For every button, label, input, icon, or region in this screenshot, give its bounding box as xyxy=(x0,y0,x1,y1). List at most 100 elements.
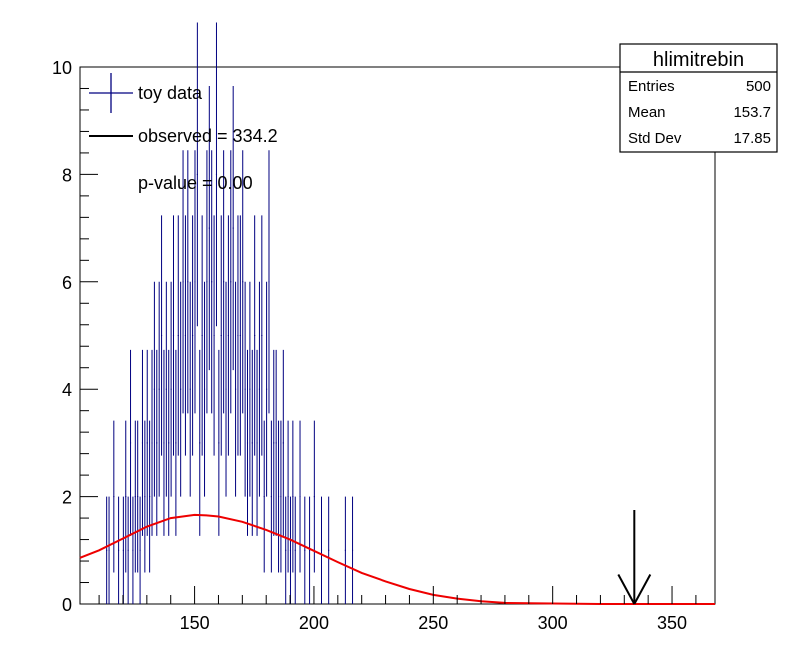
histogram-bin xyxy=(309,496,311,604)
histogram-bin xyxy=(137,420,139,573)
histogram-bin xyxy=(125,420,127,573)
histogram-bin xyxy=(239,215,241,456)
histogram-bin xyxy=(328,496,330,604)
fit-curve-line xyxy=(79,513,715,605)
histogram-bin xyxy=(177,215,179,456)
observed-marker xyxy=(617,510,652,605)
y-tick-label: 6 xyxy=(62,273,72,293)
histogram-bin xyxy=(180,281,182,497)
histogram-bin xyxy=(232,86,234,371)
toy-data-histogram xyxy=(106,22,354,604)
histogram-bin xyxy=(218,349,220,536)
histogram-bin xyxy=(211,150,213,414)
histogram-bin xyxy=(237,215,239,456)
histogram-bin xyxy=(242,150,244,414)
histogram-bin xyxy=(313,420,315,573)
histogram-bin xyxy=(189,281,191,497)
legend-label: p-value = 0.00 xyxy=(138,173,253,193)
histogram-bin xyxy=(227,215,229,456)
histogram-bin xyxy=(113,420,115,573)
histogram-bin xyxy=(294,496,296,604)
stats-label-mean: Mean xyxy=(628,104,666,121)
histogram-bin xyxy=(201,215,203,456)
histogram-bin xyxy=(163,349,165,536)
histogram-bin xyxy=(256,349,258,536)
stats-box-border xyxy=(619,43,778,153)
histogram-bin xyxy=(153,281,155,497)
histogram-bin xyxy=(244,281,246,497)
x-tick-label: 250 xyxy=(418,613,448,633)
histogram-bin xyxy=(165,281,167,497)
histogram-bin xyxy=(196,22,198,327)
histogram-bin xyxy=(187,150,189,414)
stats-box-title: hlimitrebin xyxy=(653,49,744,71)
histogram-bin xyxy=(225,281,227,497)
histogram-bin xyxy=(235,281,237,497)
y-tick-label: 10 xyxy=(52,58,72,78)
histogram-bin xyxy=(168,349,170,536)
y-tick-label: 0 xyxy=(62,595,72,615)
histogram-bin xyxy=(129,349,132,536)
histogram-bin xyxy=(275,349,277,536)
x-tick-label: 300 xyxy=(538,613,568,633)
axes: 0 2 4 6 8 10 150 200 250 300 350 xyxy=(52,58,697,633)
histogram-bin xyxy=(246,349,249,536)
histogram-bin xyxy=(208,86,210,371)
histogram-bin xyxy=(172,215,175,456)
fit-curve xyxy=(79,513,715,605)
histogram-bin xyxy=(199,349,201,536)
observed-arrow-head-right xyxy=(633,573,652,605)
y-tick-label: 4 xyxy=(62,380,72,400)
stats-value-std-dev: 17.85 xyxy=(733,130,771,147)
stats-value-mean: 153.7 xyxy=(733,104,771,121)
histogram-bin xyxy=(223,150,225,414)
histogram-bin xyxy=(182,150,184,414)
x-tick-label: 150 xyxy=(180,613,210,633)
y-tick-label: 2 xyxy=(62,488,72,508)
histogram-bin xyxy=(249,281,251,497)
legend-entry-toy-data: toy data xyxy=(89,73,203,113)
histogram-bin xyxy=(184,215,186,456)
histogram-bin xyxy=(118,496,120,604)
histogram-bin xyxy=(149,420,151,573)
stats-label-std-dev: Std Dev xyxy=(628,130,682,147)
histogram-bin xyxy=(285,496,287,604)
histogram-bin xyxy=(106,496,108,604)
histogram-bin xyxy=(108,496,110,604)
legend: toy data observed = 334.2 p-value = 0.00 xyxy=(89,73,278,193)
histogram-bin xyxy=(192,215,194,456)
histogram-bin xyxy=(134,420,136,573)
histogram-bin xyxy=(289,496,292,604)
histogram-bin xyxy=(263,420,265,573)
histogram-bin xyxy=(158,281,160,497)
histogram-bin xyxy=(161,215,163,456)
histogram-bin xyxy=(277,420,280,573)
observed-arrow-head-left xyxy=(617,573,636,605)
histogram-bin xyxy=(132,496,134,604)
x-tick-label: 350 xyxy=(657,613,687,633)
legend-label: observed = 334.2 xyxy=(138,126,278,146)
histogram-bin xyxy=(320,496,323,604)
stats-value-entries: 500 xyxy=(746,78,771,95)
stats-box: hlimitrebin Entries 500 Mean 153.7 Std D… xyxy=(619,43,778,153)
histogram-bin xyxy=(175,349,177,536)
histogram-bin xyxy=(215,22,218,327)
histogram-bin xyxy=(261,215,263,456)
legend-entry-observed: observed = 334.2 xyxy=(89,126,278,146)
legend-label: toy data xyxy=(138,83,203,103)
plot-frame xyxy=(79,66,716,605)
histogram-bin xyxy=(146,349,148,536)
histogram-bin xyxy=(287,420,289,573)
histogram-bin xyxy=(213,215,215,456)
histogram-bin xyxy=(273,349,275,536)
y-tick-label: 8 xyxy=(62,165,72,185)
histogram-bin xyxy=(268,150,270,414)
stats-label-entries: Entries xyxy=(628,78,675,95)
histogram-bin xyxy=(344,496,346,604)
histogram-bin xyxy=(251,349,253,536)
histogram-bin xyxy=(299,420,301,573)
histogram-bin xyxy=(258,281,260,497)
histogram-bin xyxy=(122,496,124,604)
histogram-bin xyxy=(151,349,153,536)
